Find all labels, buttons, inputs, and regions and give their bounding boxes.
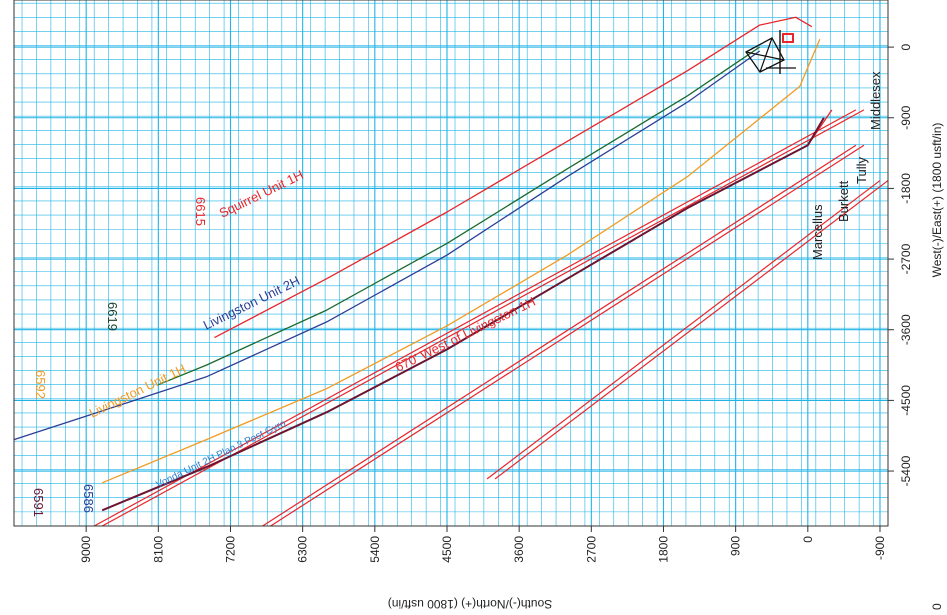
y-tick-label: -3600 [899,314,913,345]
y-tick-label: 0 [899,43,913,50]
y-tick-label: -4500 [899,385,913,416]
x-tick-label: 4500 [440,536,454,563]
grid-major [14,0,888,526]
y-axis-title: West(-)/East(+) (1800 usft/in) [930,123,944,278]
series-line-squirrel-unit-1h [214,16,813,339]
y-tick-labels: 0 -900 -1800 -2700 -3600 -4500 -5400 [888,43,913,486]
curve-number-6615: 6615 [193,197,208,226]
x-tick-label: -900 [873,536,887,560]
x-tick-label: 6300 [296,536,310,563]
formation-boundary-line [262,144,857,527]
x-tick-label: 0 [801,536,815,543]
series-line-livingston-unit-2h [13,50,761,441]
y-tick-label: -900 [899,105,913,129]
curve-number-6586: 6586 [81,484,96,513]
x-tick-label: 8100 [151,536,165,563]
x-tick-label: 3600 [512,536,526,563]
zone-label-burkett: Burkett [836,180,851,222]
x-tick-label: 1800 [656,536,670,563]
zone-label-middlesex: Middlesex [868,71,883,130]
series-group [13,16,833,512]
x-tick-label: 2700 [584,536,598,563]
plot-frame [13,0,889,527]
formation-boundary-line [486,180,881,480]
x-tick-label: 900 [729,536,743,556]
formation-boundary-line [93,109,857,527]
corner-label: 0 [930,603,944,610]
x-axis-title: South(-)/North(+) (1800 usft/in) [388,597,552,611]
curve-number-6592: 6592 [33,370,48,399]
x-tick-label: 5400 [368,536,382,563]
curve-number-6591: 6591 [31,488,46,517]
y-tick-label: -1800 [899,173,913,204]
y-tick-label: -2700 [899,243,913,274]
y-tick-label: -5400 [899,455,913,486]
axes-frame [13,0,889,527]
formation-boundary-line [494,180,889,480]
series-line-vonda-unit-2h-plan-3-post-gyro [101,117,825,512]
x-tick-label: 7200 [223,536,237,563]
curve-number-6619: 6619 [105,302,120,331]
x-tick-label: 9000 [79,536,93,563]
zone-label-tully: Tully [854,157,869,184]
formation-boundary-line [270,144,865,527]
series-line-unlabeled-2 [158,46,761,386]
wellhead-icon [745,30,796,74]
x-tick-labels: 9000 8100 7200 6300 5400 4500 3600 2700 1800 900 0… [79,526,887,563]
grid-minor [14,0,889,527]
zone-label-marcellus: Marcellus [810,204,825,260]
series-line-livingston-unit-1h [101,39,821,484]
